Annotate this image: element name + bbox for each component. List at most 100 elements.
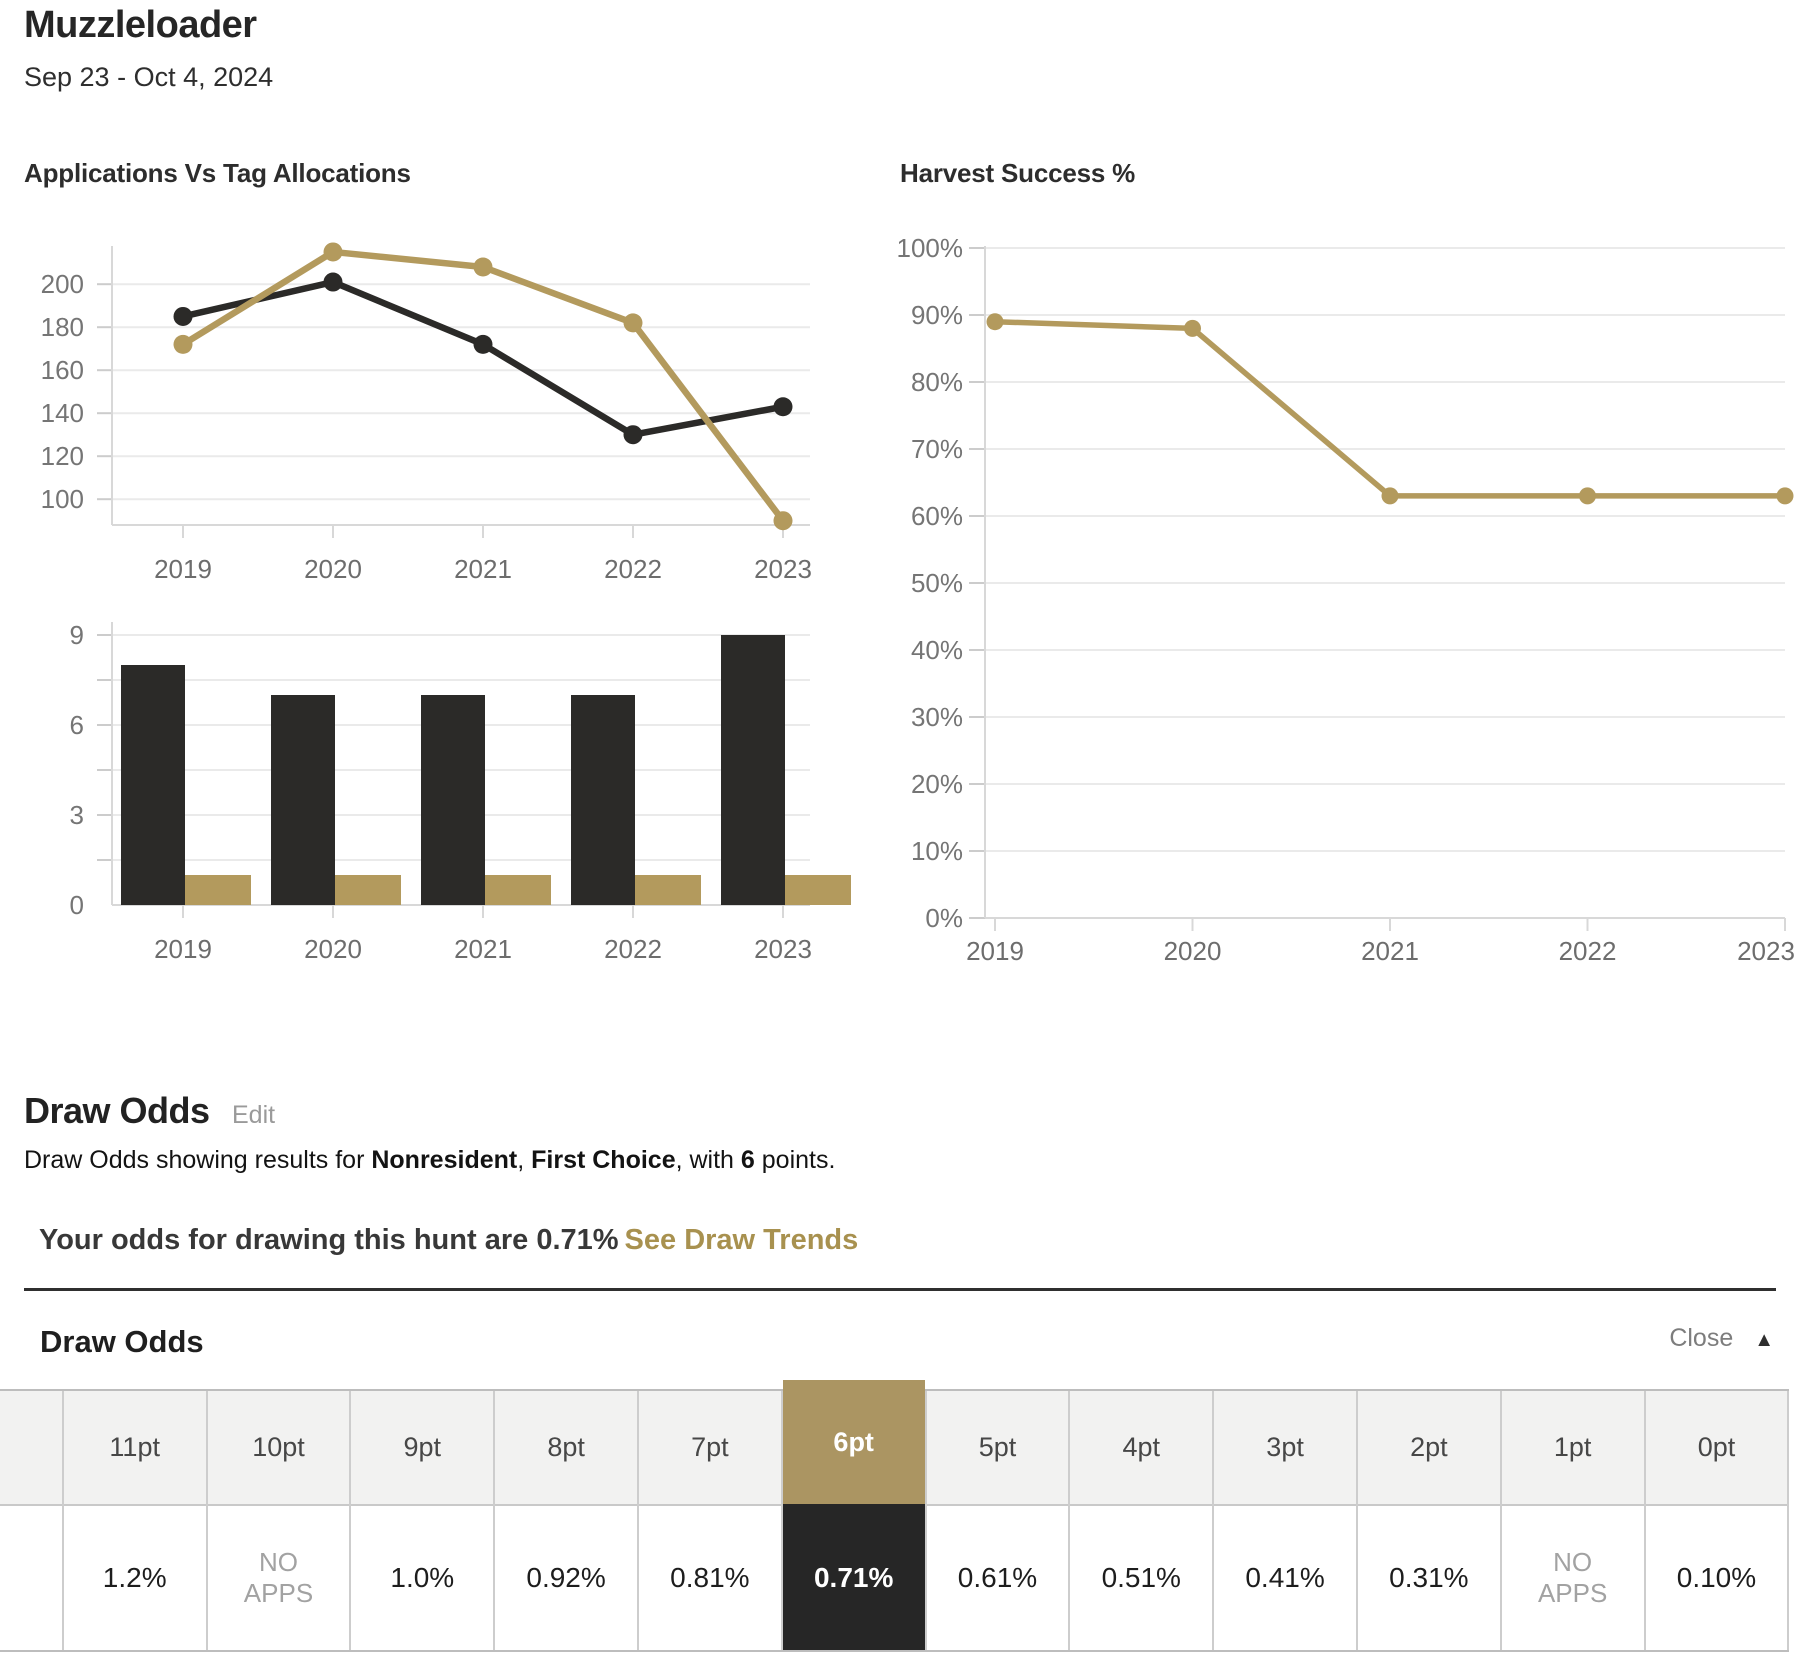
page-title: Muzzleloader <box>24 4 257 46</box>
svg-text:9: 9 <box>70 620 84 650</box>
svg-text:2019: 2019 <box>154 934 212 964</box>
svg-text:60%: 60% <box>911 501 963 531</box>
desc-sep2: , with <box>675 1146 741 1174</box>
dark-series-bar <box>721 635 785 905</box>
gold-series-bar <box>335 875 401 905</box>
odds-column-clipped <box>0 1391 64 1650</box>
dark-series-bar <box>421 695 485 905</box>
data-point <box>623 425 643 445</box>
points-header-cell: 5pt <box>926 1391 1069 1504</box>
svg-text:2021: 2021 <box>454 934 512 964</box>
svg-text:2020: 2020 <box>304 934 362 964</box>
svg-text:0%: 0% <box>925 903 963 933</box>
points-header-cell: 11pt <box>63 1391 206 1504</box>
odds-column-6pt: 6pt 0.71% <box>782 1380 927 1650</box>
odds-summary: Your odds for drawing this hunt are 0.71… <box>39 1224 858 1257</box>
odds-column-3pt: 3pt 0.41% <box>1214 1391 1358 1650</box>
data-point <box>323 272 343 292</box>
svg-text:100: 100 <box>41 484 84 514</box>
svg-text:100%: 100% <box>897 233 964 263</box>
odds-column-9pt: 9pt 1.0% <box>351 1391 496 1650</box>
collapse-arrow-up-icon: ▲ <box>1754 1329 1774 1351</box>
odds-value-cell: 1.2% <box>63 1504 206 1650</box>
svg-text:140: 140 <box>41 398 84 428</box>
odds-value-cell: 0.92% <box>495 1504 637 1650</box>
data-point <box>986 313 1004 331</box>
odds-value-cell: 0.51% <box>1070 1504 1213 1650</box>
points-header-cell: 2pt <box>1357 1391 1500 1504</box>
points-header-cell: 6pt <box>782 1380 925 1504</box>
chart-title-applications-vs-tags: Applications Vs Tag Allocations <box>24 158 411 188</box>
odds-value-cell: NO APPS <box>1501 1504 1644 1650</box>
svg-text:2020: 2020 <box>1164 936 1222 966</box>
svg-text:3: 3 <box>70 800 84 830</box>
odds-column-0pt: 0pt 0.10% <box>1645 1391 1790 1650</box>
harvest-success-line-chart: 0% 10% 20% 30% 40% 50% 60% 70% 80% 90% 100% 2019 202… <box>897 233 1795 966</box>
odds-column-1pt: 1pt NO APPS <box>1501 1391 1646 1650</box>
desc-post: points. <box>754 1146 836 1174</box>
data-point <box>323 242 343 262</box>
charts-canvas: 100 120 140 160 180 200 2019 2020 2021 2022 2023 0 3… <box>41 233 1795 966</box>
odds-value-cell: 0.10% <box>1645 1504 1788 1650</box>
see-draw-trends-link[interactable]: See Draw Trends <box>624 1224 859 1256</box>
data-point <box>1184 319 1201 337</box>
data-point <box>173 306 193 326</box>
odds-column-8pt: 8pt 0.92% <box>495 1391 639 1650</box>
svg-text:0: 0 <box>70 890 84 920</box>
svg-text:2023: 2023 <box>1737 936 1795 966</box>
svg-text:2020: 2020 <box>304 554 362 584</box>
svg-text:2021: 2021 <box>454 554 512 584</box>
points-header-cell <box>0 1391 62 1504</box>
desc-choice: First Choice <box>531 1146 676 1174</box>
gold-series-line <box>986 313 1794 505</box>
close-panel-button[interactable]: Close ▲ <box>1669 1324 1774 1353</box>
svg-text:6: 6 <box>70 710 84 740</box>
applications-vs-tags-bar-chart: 0 3 6 9 2019 2020 2021 2022 2023 <box>70 620 851 964</box>
odds-column-7pt: 7pt 0.81% <box>638 1391 783 1650</box>
hunt-date-range: Sep 23 - Oct 4, 2024 <box>24 62 274 92</box>
svg-text:2022: 2022 <box>1559 936 1617 966</box>
svg-text:20%: 20% <box>911 769 963 799</box>
odds-summary-text: Your odds for drawing this hunt are <box>39 1224 537 1256</box>
dark-series-bar <box>121 665 185 905</box>
desc-points: 6 <box>740 1146 755 1174</box>
svg-text:2022: 2022 <box>604 554 662 584</box>
odds-value-cell: 0.41% <box>1214 1504 1356 1650</box>
gold-series-bar <box>485 875 551 905</box>
odds-value-cell: 0.61% <box>926 1504 1069 1650</box>
svg-text:40%: 40% <box>911 635 963 665</box>
chart-title-harvest-success: Harvest Success % <box>900 158 1136 188</box>
draw-odds-section-header: Draw Odds Edit <box>24 1090 275 1132</box>
svg-text:10%: 10% <box>911 836 963 866</box>
odds-column-11pt: 11pt 1.2% <box>63 1391 208 1650</box>
dark-series-bar <box>571 695 635 905</box>
odds-column-4pt: 4pt 0.51% <box>1070 1391 1215 1650</box>
gold-series-bar <box>185 875 251 905</box>
points-header-cell: 0pt <box>1645 1391 1788 1504</box>
draw-odds-table[interactable]: 11pt 1.2% 10pt NO APPS 9pt 1.0% 8pt 0.92% 7pt 0.8… <box>0 1380 1790 1652</box>
data-point <box>1776 487 1794 505</box>
points-header-cell: 7pt <box>638 1391 781 1504</box>
odds-column-10pt: 10pt NO APPS <box>207 1391 352 1650</box>
applications-vs-tags-line-chart: 100 120 140 160 180 200 2019 2020 2021 2022 2023 <box>41 242 812 584</box>
dark-series-line <box>173 272 793 445</box>
odds-column-5pt: 5pt 0.61% <box>926 1391 1071 1650</box>
data-point <box>623 313 643 333</box>
edit-link[interactable]: Edit <box>232 1101 276 1129</box>
svg-text:2023: 2023 <box>754 934 812 964</box>
gold-series-bar <box>785 875 851 905</box>
svg-text:2023: 2023 <box>754 554 812 584</box>
svg-text:80%: 80% <box>911 367 963 397</box>
svg-text:50%: 50% <box>911 568 963 598</box>
data-point <box>1579 487 1596 505</box>
data-point <box>473 334 493 354</box>
svg-text:180: 180 <box>41 312 84 342</box>
points-header-cell: 3pt <box>1214 1391 1356 1504</box>
draw-odds-heading: Draw Odds <box>24 1090 210 1131</box>
svg-text:120: 120 <box>41 441 84 471</box>
gold-series-line <box>173 242 793 531</box>
data-point <box>173 334 193 354</box>
svg-text:160: 160 <box>41 355 84 385</box>
svg-text:30%: 30% <box>911 702 963 732</box>
data-point <box>773 511 793 531</box>
